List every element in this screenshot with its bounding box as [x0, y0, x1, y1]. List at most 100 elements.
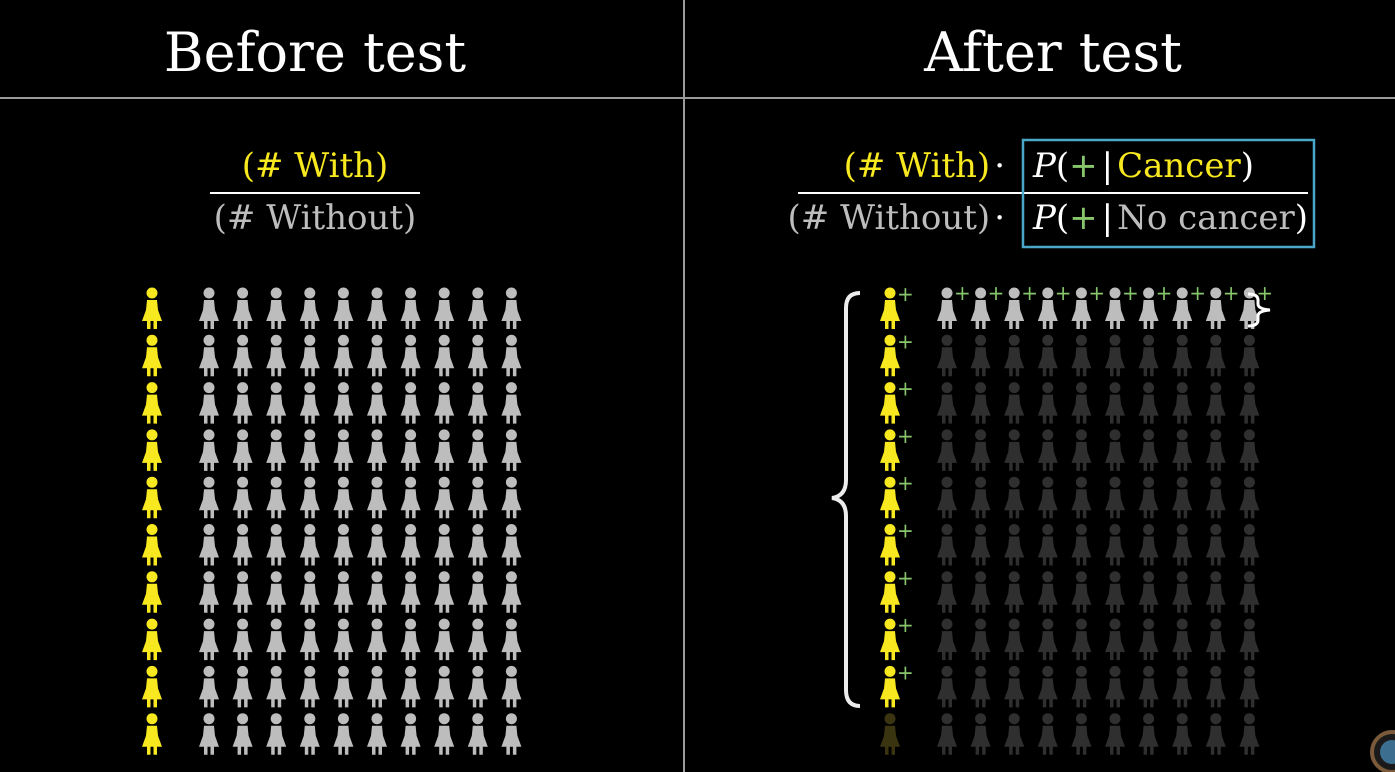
person-icon-without [1205, 524, 1226, 566]
person-icon-without [937, 334, 957, 377]
person-icon-with [142, 524, 162, 566]
person-icon-without [1205, 429, 1226, 471]
person-icon-without [367, 429, 387, 471]
person-icon-without [937, 524, 957, 566]
person-icon-without [1037, 571, 1058, 613]
person-icon-with [142, 476, 162, 519]
person-icon-without [937, 665, 957, 708]
person-icon-without [367, 287, 387, 329]
numerator-dot: · [994, 146, 1005, 186]
plus-sign: + [1223, 281, 1240, 305]
plus-sign: + [1189, 281, 1206, 305]
close-paren: ) [1295, 198, 1308, 238]
right-numerator-count: (# With) [844, 146, 991, 186]
person-icon-without [1205, 713, 1226, 755]
right-denominator-likelihood: P(+ | No cancer) [1032, 198, 1308, 238]
person-icon-without [1037, 665, 1058, 708]
person-icon-without [1205, 334, 1226, 377]
person-icon-without [1071, 334, 1092, 377]
person-icon-without [1172, 618, 1193, 661]
person-icon-without [400, 287, 421, 329]
person-icon-without [1105, 618, 1125, 661]
left-denominator: (# Without) [214, 198, 417, 238]
plus-sign: + [897, 566, 914, 590]
given-bar: | [1102, 146, 1113, 186]
person-icon-without [467, 571, 488, 613]
person-icon-without [970, 429, 991, 471]
person-icon-without [232, 429, 253, 471]
person-icon-with [142, 429, 162, 471]
person-icon-without [299, 665, 320, 708]
person-icon-without [937, 571, 957, 613]
person-icon-without [1172, 524, 1193, 566]
person-icon-without [199, 287, 219, 329]
person-icon-without [1239, 571, 1260, 613]
person-icon-without [367, 334, 387, 377]
person-icon-without [232, 476, 253, 519]
person-icon-without [1205, 618, 1226, 661]
person-icon-without [1172, 429, 1193, 471]
person-icon-without [232, 713, 253, 755]
person-icon-without [232, 665, 253, 708]
person-icon-without [501, 476, 522, 519]
person-icon-without [467, 665, 488, 708]
p-symbol: P [1032, 146, 1057, 186]
person-icon-without [266, 713, 287, 755]
person-icon-without [1138, 713, 1159, 755]
person-icon-without [434, 334, 455, 377]
person-icon-without [937, 618, 957, 661]
person-icon-without [1205, 476, 1226, 519]
person-icon-with [142, 665, 162, 708]
person-icon-without [1172, 713, 1193, 755]
person-icon-without [467, 524, 488, 566]
person-icon-without [501, 713, 522, 755]
person-icon-without [232, 618, 253, 661]
denominator-dot: · [994, 198, 1005, 238]
plus-sign: + [897, 471, 914, 495]
person-icon-without [266, 334, 287, 377]
likelihood-highlight-box [1021, 138, 1316, 249]
person-icon-without [232, 287, 253, 329]
plus-sign: + [897, 660, 914, 684]
person-icon-without [1037, 429, 1058, 471]
person-icon-with [142, 382, 162, 424]
person-icon-without [1138, 524, 1159, 566]
person-icon-without [367, 382, 387, 424]
person-icon-without [1172, 382, 1193, 424]
person-icon-without [970, 571, 991, 613]
person-icon-without [501, 618, 522, 661]
person-icon-without [333, 665, 354, 708]
person-icon-without [333, 571, 354, 613]
person-icon-without [333, 382, 354, 424]
person-icon-without [501, 382, 522, 424]
person-icon-without [1138, 618, 1159, 661]
person-icon-without [501, 287, 522, 329]
person-icon-without [199, 665, 219, 708]
person-icon-without [1138, 429, 1159, 471]
given-bar: | [1102, 198, 1113, 238]
person-icon-without [1037, 713, 1058, 755]
person-icon-without [1239, 713, 1260, 755]
person-icon-without [1105, 334, 1125, 377]
person-icon-without [434, 524, 455, 566]
person-icon-without [266, 429, 287, 471]
person-icon-without [937, 476, 957, 519]
person-icon-without [434, 476, 455, 519]
person-icon-without [266, 524, 287, 566]
person-icon-without [299, 476, 320, 519]
person-icon-without [299, 287, 320, 329]
person-icon-without [1205, 382, 1226, 424]
person-icon-without [1205, 571, 1226, 613]
plus-sign: + [1021, 281, 1038, 305]
person-icon-without [1071, 429, 1092, 471]
person-icon-without [1239, 334, 1260, 377]
person-icon-without [1071, 618, 1092, 661]
person-icon-without [1037, 524, 1058, 566]
person-icon-without [937, 713, 957, 755]
person-icon-without [232, 571, 253, 613]
person-icon-without [266, 665, 287, 708]
person-icon-without [434, 287, 455, 329]
person-icon-without [232, 334, 253, 377]
person-icon-with [142, 571, 162, 613]
given-cancer: Cancer [1117, 146, 1241, 186]
